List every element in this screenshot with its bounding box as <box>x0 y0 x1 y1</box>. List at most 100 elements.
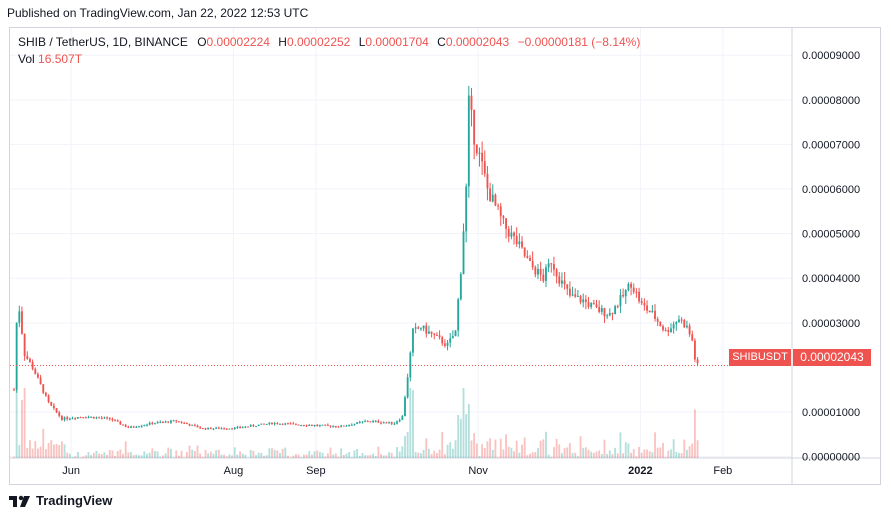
candle-body[interactable] <box>36 374 39 378</box>
candle-body[interactable] <box>486 173 489 189</box>
candle-body[interactable] <box>435 334 438 336</box>
candle-body[interactable] <box>523 247 526 257</box>
candle-body[interactable] <box>505 218 507 229</box>
candle-body[interactable] <box>459 274 462 300</box>
candle-body[interactable] <box>433 333 436 335</box>
candle-body[interactable] <box>467 95 470 187</box>
candle-body[interactable] <box>180 421 183 423</box>
candle-body[interactable] <box>366 421 369 423</box>
candle-body[interactable] <box>353 423 356 425</box>
candle-body[interactable] <box>90 416 93 418</box>
candle-body[interactable] <box>396 421 398 424</box>
candle-body[interactable] <box>236 426 239 428</box>
candle-body[interactable] <box>29 358 31 363</box>
candle-body[interactable] <box>207 427 210 430</box>
candle-body[interactable] <box>279 423 281 425</box>
candle-body[interactable] <box>249 425 252 427</box>
candle-body[interactable] <box>481 152 484 162</box>
candle-body[interactable] <box>654 310 656 319</box>
candle-body[interactable] <box>71 418 74 420</box>
candle-body[interactable] <box>398 419 401 422</box>
candle-body[interactable] <box>587 301 590 307</box>
candle-body[interactable] <box>233 427 236 429</box>
candle-body[interactable] <box>295 423 297 425</box>
candle-body[interactable] <box>326 424 329 426</box>
candle-body[interactable] <box>651 310 654 313</box>
tradingview-logo[interactable]: TradingView <box>9 493 112 508</box>
candle-body[interactable] <box>130 426 132 428</box>
candle-body[interactable] <box>111 418 114 421</box>
candle-body[interactable] <box>377 420 380 423</box>
candle-body[interactable] <box>388 421 390 423</box>
candle-body[interactable] <box>475 144 478 154</box>
candle-body[interactable] <box>443 343 446 346</box>
candle-body[interactable] <box>215 427 218 429</box>
candle-body[interactable] <box>566 284 569 289</box>
candle-body[interactable] <box>106 417 109 419</box>
candle-body[interactable] <box>302 424 305 426</box>
candle-body[interactable] <box>124 425 127 427</box>
candle-body[interactable] <box>55 408 58 413</box>
candle-body[interactable] <box>608 313 611 316</box>
candle-body[interactable] <box>483 161 486 174</box>
candle-body[interactable] <box>462 231 465 275</box>
candle-body[interactable] <box>154 423 156 425</box>
candle-body[interactable] <box>584 299 587 302</box>
candle-body[interactable] <box>664 330 667 332</box>
candle-body[interactable] <box>263 423 265 425</box>
candle-body[interactable] <box>595 304 598 308</box>
candle-body[interactable] <box>39 377 42 385</box>
candle-body[interactable] <box>606 315 609 317</box>
candle-body[interactable] <box>300 424 303 426</box>
candle-body[interactable] <box>271 422 273 425</box>
candle-body[interactable] <box>135 426 138 428</box>
candle-body[interactable] <box>281 423 284 425</box>
candle-body[interactable] <box>454 330 457 337</box>
candle-body[interactable] <box>611 313 614 315</box>
candle-body[interactable] <box>356 422 359 424</box>
candle-body[interactable] <box>183 422 186 424</box>
candle-body[interactable] <box>446 342 449 346</box>
candle-body[interactable] <box>499 206 502 217</box>
candle-body[interactable] <box>680 319 683 321</box>
candle-body[interactable] <box>678 319 680 323</box>
candle-body[interactable] <box>348 424 351 426</box>
candle-body[interactable] <box>252 425 255 427</box>
candle-body[interactable] <box>494 194 497 206</box>
candle-body[interactable] <box>350 424 353 426</box>
candle-body[interactable] <box>401 416 404 420</box>
candle-body[interactable] <box>116 420 119 422</box>
candle-body[interactable] <box>616 306 619 308</box>
candle-body[interactable] <box>603 308 606 317</box>
candle-body[interactable] <box>427 331 430 334</box>
candle-body[interactable] <box>132 426 135 428</box>
candle-body[interactable] <box>686 325 688 328</box>
candle-body[interactable] <box>542 274 545 281</box>
candle-body[interactable] <box>241 427 244 429</box>
candle-body[interactable] <box>316 425 319 427</box>
candle-body[interactable] <box>305 425 308 427</box>
candle-body[interactable] <box>531 260 534 268</box>
candle-body[interactable] <box>630 283 633 288</box>
candle-body[interactable] <box>138 426 140 428</box>
candle-body[interactable] <box>627 283 630 290</box>
candle-body[interactable] <box>276 423 279 425</box>
candle-body[interactable] <box>470 95 473 110</box>
candle-body[interactable] <box>188 424 191 426</box>
candle-body[interactable] <box>409 352 412 378</box>
candle-body[interactable] <box>574 294 577 297</box>
candle-body[interactable] <box>140 425 143 427</box>
candle-body[interactable] <box>675 322 678 325</box>
candle-body[interactable] <box>337 426 340 428</box>
candle-body[interactable] <box>374 420 377 422</box>
candle-body[interactable] <box>119 421 122 425</box>
candle-body[interactable] <box>334 426 337 428</box>
candle-body[interactable] <box>417 327 420 329</box>
candle-body[interactable] <box>422 325 425 329</box>
candle-body[interactable] <box>518 241 521 245</box>
candle-body[interactable] <box>108 417 111 419</box>
candle-body[interactable] <box>526 256 529 258</box>
candle-body[interactable] <box>268 422 271 424</box>
candle-body[interactable] <box>164 421 167 423</box>
candle-body[interactable] <box>582 299 585 303</box>
